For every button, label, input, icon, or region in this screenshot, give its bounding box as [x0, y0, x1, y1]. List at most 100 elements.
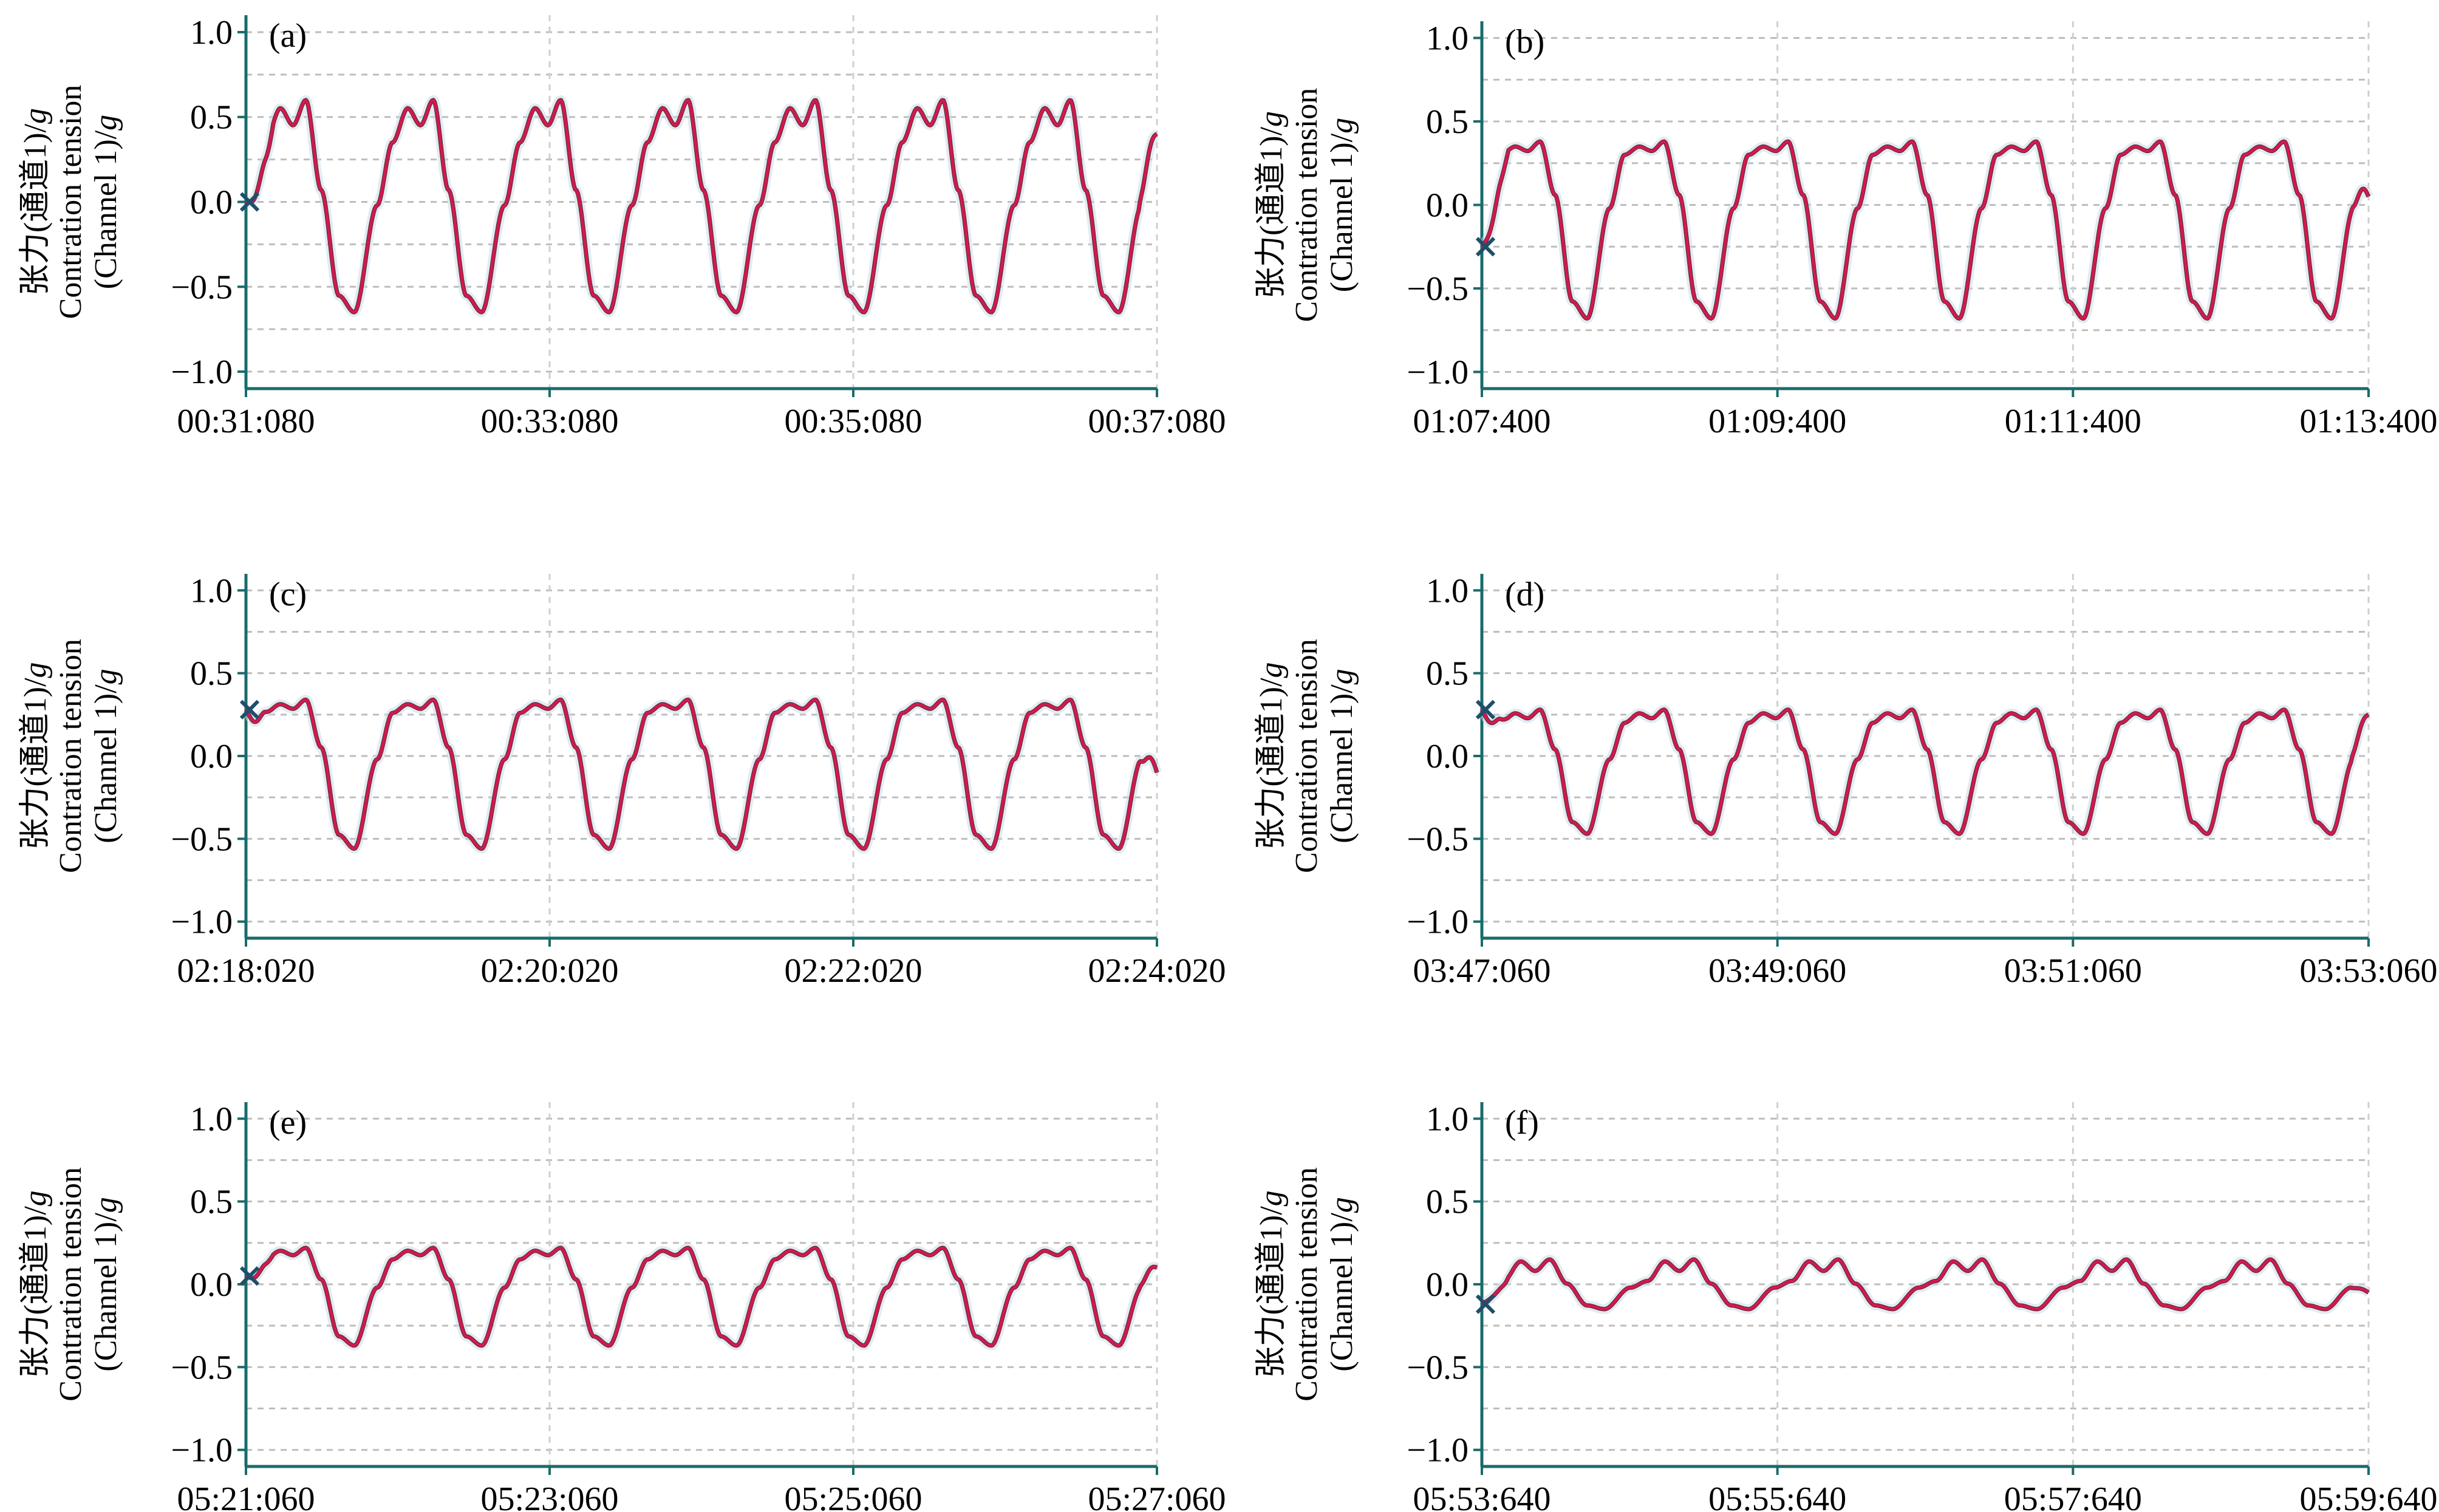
y-tick-label: 0.5: [190, 1183, 233, 1221]
y-axis-label-line-1: 张力(通道1)/g: [1254, 111, 1289, 299]
x-tick-label: 01:09:400: [1708, 403, 1846, 440]
y-tick-label: −1.0: [1407, 904, 1469, 941]
y-tick-label: −1.0: [171, 1432, 233, 1469]
y-tick-label: −1.0: [171, 353, 233, 391]
series-trace-shadow: [241, 695, 1162, 854]
series-trace: [244, 698, 1159, 851]
x-tick-label: 00:35:080: [784, 403, 922, 440]
chart-panel-2: 1.0 0.5 0.0 −0.5 −1.0 01:07:400 01:09:400 01:11…: [1254, 20, 2438, 441]
y-axis-label-line-1: 张力(通道1)/g: [18, 1190, 53, 1378]
series-trace-shadow: [1477, 704, 2372, 839]
y-tick-label: 0.0: [1426, 1266, 1469, 1304]
series-trace-shadow: [1478, 137, 2373, 324]
x-tick-label: 05:53:640: [1413, 1480, 1550, 1512]
start-marker: [1475, 237, 1496, 257]
y-axis-label-line-3: (Channel 1)/g: [89, 115, 123, 289]
series-trace: [1480, 708, 2370, 836]
start-marker: [239, 700, 260, 720]
y-axis-label-line-1: 张力(通道1)/g: [18, 108, 53, 296]
y-tick-label: 0.5: [1426, 1183, 1469, 1221]
x-tick-label: 05:21:060: [177, 1480, 315, 1512]
x-tick-label: 03:53:060: [2299, 952, 2437, 990]
y-tick-label: −0.5: [1407, 1349, 1469, 1386]
panel-label: (b): [1505, 23, 1544, 61]
y-tick-label: 0.0: [190, 1266, 233, 1304]
y-tick-label: −0.5: [171, 268, 233, 306]
y-tick-label: −0.5: [1407, 820, 1469, 858]
chart-panel-5: 1.0 0.5 0.0 −0.5 −1.0 05:21:060 05:23:060 05:25…: [18, 1100, 1226, 1512]
y-tick-label: 1.0: [1426, 572, 1469, 610]
x-tick-label: 02:20:020: [480, 952, 618, 990]
x-tick-label: 05:57:640: [2004, 1480, 2142, 1512]
x-tick-label: 03:51:060: [2004, 952, 2142, 990]
y-axis-label-line-3: (Channel 1)/g: [89, 1197, 123, 1371]
y-tick-label: 0.5: [1426, 655, 1469, 693]
y-tick-label: −1.0: [1407, 1432, 1469, 1469]
x-tick-label: 02:22:020: [784, 952, 922, 990]
y-axis-label-line-3: (Channel 1)/g: [1325, 669, 1359, 843]
x-tick-label: 05:55:640: [1708, 1480, 1846, 1512]
series-trace-dark: [245, 1245, 1158, 1348]
y-tick-label: −1.0: [1407, 354, 1469, 392]
y-tick-label: 1.0: [190, 14, 233, 52]
x-tick-label: 02:24:020: [1088, 952, 1226, 990]
series-trace-shadow: [242, 1243, 1161, 1350]
series-trace-shadow: [242, 95, 1161, 318]
panel-label: (d): [1505, 576, 1544, 613]
start-marker: [239, 1266, 260, 1286]
y-axis-label-line-1: 张力(通道1)/g: [18, 662, 53, 850]
y-tick-label: 0.0: [190, 184, 233, 222]
start-marker: [1475, 700, 1496, 720]
y-axis-label-line-2: Contration tension: [1289, 1167, 1324, 1401]
x-tick-label: 01:13:400: [2299, 403, 2437, 440]
x-tick-label: 01:07:400: [1413, 403, 1550, 440]
y-tick-label: −0.5: [1407, 270, 1469, 308]
y-axis-label-line-2: Contration tension: [1289, 88, 1324, 322]
x-tick-label: 05:23:060: [480, 1480, 618, 1512]
panel-label: (f): [1505, 1104, 1539, 1142]
start-marker: [239, 192, 260, 212]
chart-panel-6: 1.0 0.5 0.0 −0.5 −1.0 05:53:640 05:55:640 05:57…: [1254, 1100, 2438, 1512]
y-axis-label-line-1: 张力(通道1)/g: [1254, 662, 1289, 850]
x-tick-label: 00:37:080: [1088, 403, 1226, 440]
x-tick-label: 03:47:060: [1413, 952, 1550, 990]
start-marker: [1475, 1294, 1496, 1314]
y-tick-label: 0.0: [1426, 738, 1469, 775]
y-tick-label: 1.0: [190, 572, 233, 610]
y-tick-label: 0.5: [190, 99, 233, 137]
y-tick-label: 0.0: [1426, 187, 1469, 225]
y-axis-label-line-2: Contration tension: [53, 639, 88, 873]
y-tick-label: 0.5: [1426, 103, 1469, 141]
chart-panel-1: 1.0 0.5 0.0 −0.5 −1.0 00:31:080 00:33:080 00:35…: [18, 14, 1226, 440]
y-axis-label-line-2: Contration tension: [1289, 639, 1324, 873]
x-tick-label: 05:25:060: [784, 1480, 922, 1512]
chart-panel-3: 1.0 0.5 0.0 −0.5 −1.0 02:18:020 02:20:020 02:22…: [18, 572, 1226, 990]
series-trace: [1481, 140, 2370, 320]
x-tick-label: 02:18:020: [177, 952, 315, 990]
x-tick-label: 05:27:060: [1088, 1480, 1226, 1512]
y-axis-label-line-3: (Channel 1)/g: [1325, 118, 1359, 292]
x-tick-label: 00:33:080: [480, 403, 618, 440]
y-tick-label: 1.0: [190, 1100, 233, 1138]
panel-label: (a): [269, 17, 307, 55]
y-axis-label-line-2: Contration tension: [53, 1167, 88, 1401]
series-trace: [245, 98, 1158, 314]
y-axis-label-line-3: (Channel 1)/g: [89, 669, 123, 843]
y-tick-label: 1.0: [1426, 20, 1469, 58]
panel-label: (e): [269, 1104, 307, 1142]
y-axis-label-line-1: 张力(通道1)/g: [1254, 1190, 1289, 1378]
y-tick-label: −0.5: [171, 1349, 233, 1386]
x-tick-label: 05:59:640: [2299, 1480, 2437, 1512]
panel-label: (c): [269, 576, 307, 613]
y-tick-label: 1.0: [1426, 1100, 1469, 1138]
x-tick-label: 00:31:080: [177, 403, 315, 440]
series-trace: [245, 1246, 1158, 1347]
y-tick-label: 0.0: [190, 738, 233, 775]
y-tick-label: 0.5: [190, 655, 233, 693]
y-tick-label: −0.5: [171, 820, 233, 858]
series-trace: [1481, 1258, 2370, 1311]
chart-panel-4: 1.0 0.5 0.0 −0.5 −1.0 03:47:060 03:49:060 03:51…: [1254, 572, 2438, 990]
y-tick-label: −1.0: [171, 904, 233, 941]
series-trace-dark: [1479, 707, 2370, 836]
